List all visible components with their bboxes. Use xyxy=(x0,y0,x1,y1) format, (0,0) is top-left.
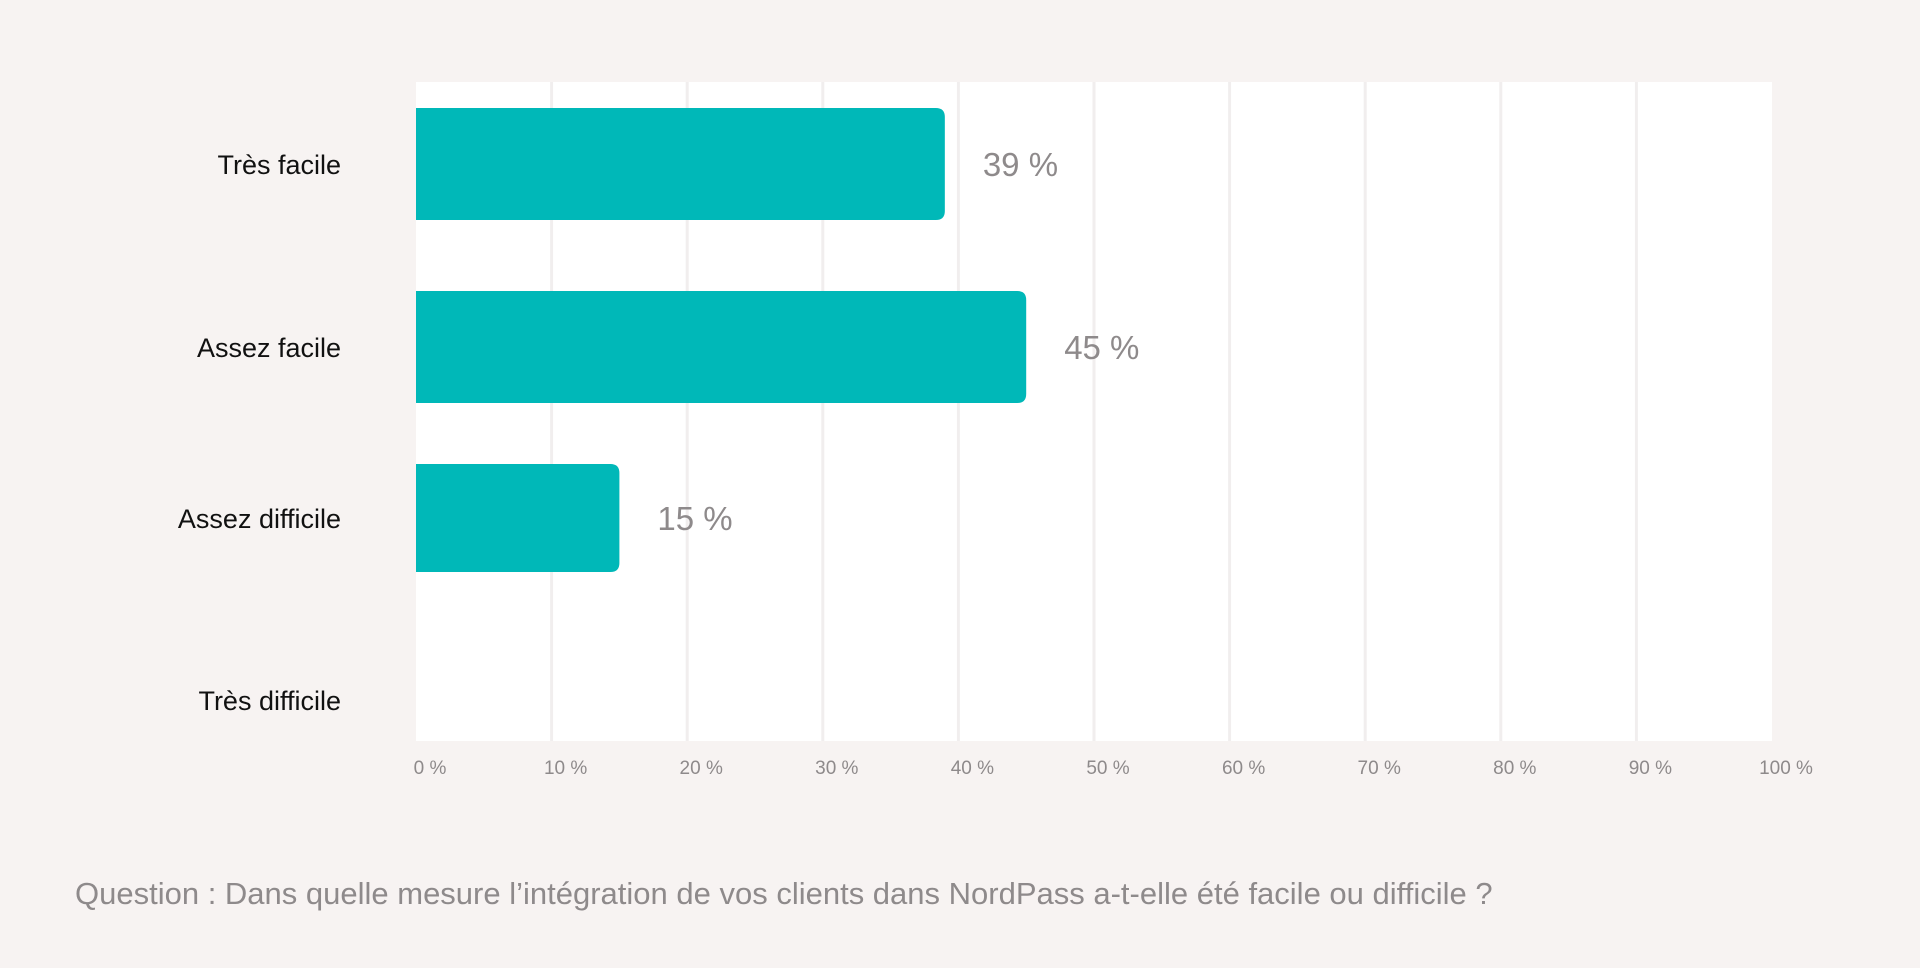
x-tick-label: 70 % xyxy=(1358,758,1401,779)
x-tick-label: 50 % xyxy=(1086,758,1129,779)
x-axis-ticks: 0 % 10 % 20 % 30 % 40 % 50 % 60 % 70 % 80 % 90 % 1… xyxy=(414,758,1813,779)
category-label: Assez difficile xyxy=(178,504,341,534)
bar xyxy=(416,108,945,220)
bars xyxy=(416,108,1027,572)
x-tick-label: 90 % xyxy=(1629,758,1672,779)
question-caption: Question : Dans quelle mesure l’intégrat… xyxy=(75,876,1493,911)
value-label: 15 % xyxy=(657,500,732,537)
category-label: Très difficile xyxy=(198,686,341,716)
bar xyxy=(416,291,1027,403)
value-label: 39 % xyxy=(983,146,1058,183)
category-label: Assez facile xyxy=(197,333,341,363)
value-label: 45 % xyxy=(1064,329,1139,366)
x-tick-label: 60 % xyxy=(1222,758,1265,779)
category-labels: Très facile Assez facile Assez difficile Tr… xyxy=(178,150,341,716)
bar xyxy=(416,464,620,572)
value-labels: 39 % 45 % 15 % xyxy=(657,146,1139,537)
x-tick-label: 10 % xyxy=(544,758,587,779)
x-tick-label: 20 % xyxy=(680,758,723,779)
x-tick-label: 100 % xyxy=(1759,758,1813,779)
category-label: Très facile xyxy=(217,150,341,180)
x-tick-label: 40 % xyxy=(951,758,994,779)
x-tick-label: 80 % xyxy=(1493,758,1536,779)
x-tick-label: 0 % xyxy=(414,758,447,779)
x-tick-label: 30 % xyxy=(815,758,858,779)
